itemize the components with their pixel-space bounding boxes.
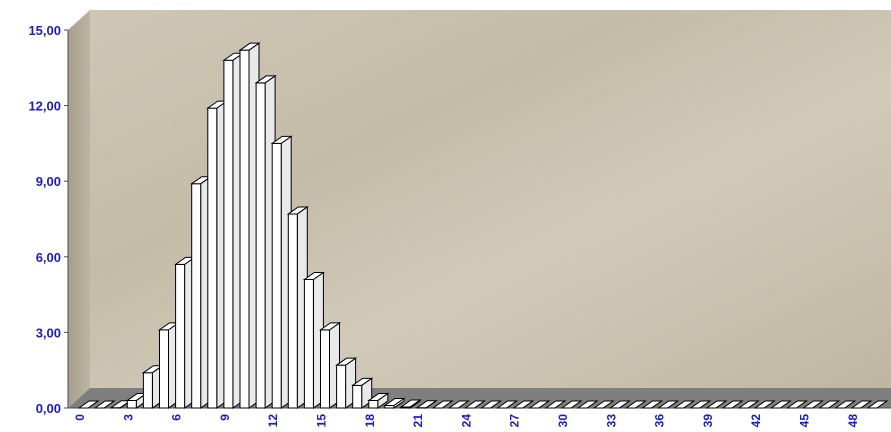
x-tick-label: 45 — [798, 414, 812, 428]
bar — [93, 400, 116, 409]
bar — [415, 399, 438, 409]
bar — [528, 400, 551, 409]
bar — [560, 400, 583, 409]
bar — [431, 400, 454, 409]
x-tick-label: 3 — [121, 414, 135, 421]
x-tick-label: 36 — [653, 414, 667, 428]
bar — [689, 400, 712, 409]
bar — [785, 400, 808, 409]
bar — [705, 400, 728, 409]
bar — [399, 399, 422, 409]
bar — [834, 400, 857, 409]
bar — [592, 400, 615, 409]
bar — [512, 400, 535, 409]
x-tick-label: 48 — [846, 414, 860, 428]
bar — [657, 400, 680, 409]
bar — [769, 400, 792, 409]
bar — [673, 400, 696, 409]
bar — [463, 400, 486, 409]
bar — [850, 400, 873, 409]
y-tick-label: 12,00 — [28, 99, 61, 114]
bar — [383, 397, 406, 409]
x-tick-label: 24 — [459, 414, 473, 428]
bar — [496, 400, 519, 409]
bar — [447, 400, 470, 409]
x-tick-label: 21 — [411, 414, 425, 428]
bar — [737, 400, 760, 409]
left-wall — [68, 10, 90, 408]
x-tick-label: 33 — [604, 414, 618, 428]
bar — [544, 400, 567, 409]
x-tick-label: 42 — [749, 414, 763, 428]
x-tick-label: 0 — [73, 414, 87, 421]
y-tick-label: 9,00 — [36, 174, 61, 189]
y-tick-label: 3,00 — [36, 325, 61, 340]
bar — [721, 400, 744, 409]
y-tick-label: 0,00 — [36, 401, 61, 416]
bar — [753, 400, 776, 409]
x-tick-label: 30 — [556, 414, 570, 428]
bar — [624, 400, 647, 409]
bar — [576, 400, 599, 409]
x-tick-label: 9 — [218, 414, 232, 421]
x-tick-label: 18 — [363, 414, 377, 428]
x-tick-label: 39 — [701, 414, 715, 428]
bar — [608, 400, 631, 409]
x-tick-label: 27 — [508, 414, 522, 428]
bar — [77, 400, 100, 409]
bar — [367, 392, 390, 409]
x-tick-label: 15 — [315, 414, 329, 428]
bar — [479, 400, 503, 409]
y-axis-ticks: 0,00 3,00 6,00 9,00 12,00 15,00 — [28, 23, 68, 416]
y-tick-label: 6,00 — [36, 250, 61, 265]
bar — [818, 400, 841, 409]
bars — [77, 42, 889, 409]
y-tick-label: 15,00 — [28, 23, 61, 38]
x-tick-label: 6 — [170, 414, 184, 421]
bar — [801, 400, 825, 409]
bar — [866, 400, 889, 409]
bar — [640, 400, 664, 409]
x-tick-label: 12 — [266, 414, 280, 428]
x-axis-ticks: 0 3 6 9 12 15 18 21 24 27 30 33 36 39 42 45 48 — [73, 414, 860, 428]
